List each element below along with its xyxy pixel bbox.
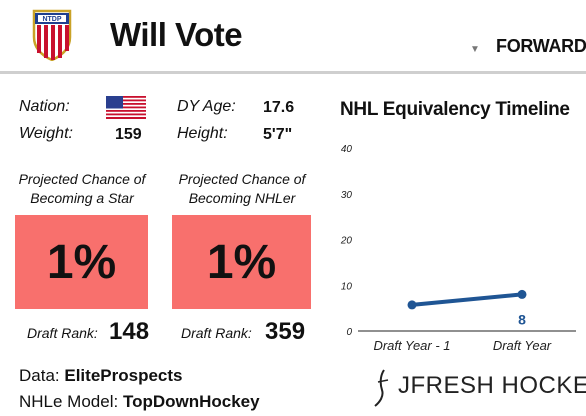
player-position: FORWARD — [496, 36, 586, 56]
nhler-rank-label: Draft Rank: — [181, 325, 252, 341]
model-source-value: TopDownHockey — [122, 392, 260, 411]
data-source: Data: EliteProspects — [19, 366, 183, 385]
y-tick-label: 40 — [341, 144, 353, 155]
nhler-projection-value: 1% — [206, 235, 277, 289]
x-tick-label: Draft Year - 1 — [373, 338, 450, 353]
y-tick-label: 0 — [346, 327, 352, 338]
nhler-projection-label: Projected Chance of Becoming NHLer — [178, 171, 306, 206]
data-point — [517, 289, 527, 299]
height-label: Height: — [177, 125, 228, 142]
y-tick-label: 20 — [340, 236, 353, 247]
data-source-value: EliteProspects — [64, 366, 183, 385]
chart-title: NHL Equivalency Timeline — [340, 99, 570, 120]
star-projection-value: 1% — [46, 235, 117, 289]
x-tick-label: Draft Year — [493, 338, 552, 353]
nation-label: Nation: — [19, 98, 70, 115]
star-projection-box: 1% — [15, 215, 148, 309]
height-value: 5'7" — [263, 126, 293, 143]
series-line — [410, 292, 524, 307]
model-source: NHLe Model: TopDownHockey — [19, 392, 260, 411]
brand-text: JFRESH HOCKEY — [398, 372, 586, 399]
ntdp-logo: NTDP — [32, 9, 72, 61]
weight-value: 159 — [115, 126, 142, 143]
star-rank-label: Draft Rank: — [27, 325, 98, 341]
data-point — [407, 300, 417, 310]
data-label: 8 — [518, 311, 526, 327]
star-rank-value: 148 — [109, 318, 150, 345]
header-divider — [0, 71, 586, 74]
star-projection-label: Projected Chance of Becoming a Star — [18, 171, 146, 206]
nhler-rank-value: 359 — [265, 318, 306, 345]
chevron-down-icon[interactable]: ▼ — [470, 44, 480, 55]
us-flag-icon — [106, 96, 146, 119]
player-name: Will Vote — [110, 16, 243, 53]
nhler-projection-box: 1% — [172, 215, 311, 309]
y-tick-label: 30 — [341, 190, 353, 201]
dy-age-value: 17.6 — [263, 99, 295, 116]
nhle-timeline-chart: 0 10 20 30 40 Draft Year - 1 Draft Year 8 — [340, 144, 576, 353]
y-tick-label: 10 — [341, 281, 353, 292]
weight-label: Weight: — [19, 125, 73, 142]
dy-age-label: DY Age: — [177, 98, 236, 115]
jfresh-logo-icon — [374, 369, 389, 407]
svg-text:NTDP: NTDP — [42, 16, 61, 23]
